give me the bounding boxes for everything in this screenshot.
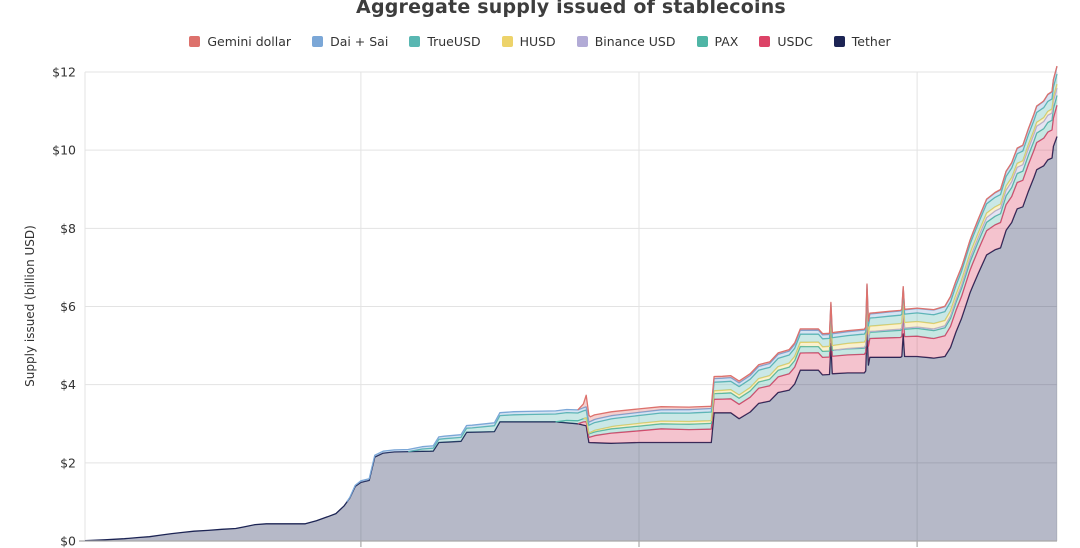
legend-item-dai-sai[interactable]: Dai + Sai: [312, 34, 388, 49]
gemini-dollar-swatch-icon: [189, 36, 201, 47]
area-stack: [84, 65, 1058, 542]
line-binance-usd: [833, 87, 1058, 351]
line-trueusd: [408, 73, 1058, 453]
y-tick-label: $10: [52, 143, 76, 158]
line-usdc: [577, 105, 1058, 439]
legend-label-usdc: USDC: [777, 34, 813, 49]
y-tick-label: $4: [60, 377, 76, 392]
y-tick-label: $0: [60, 534, 76, 548]
legend-item-gemini-dollar[interactable]: Gemini dollar: [189, 34, 291, 49]
pax-swatch-icon: [696, 36, 708, 47]
y-tick-label: $2: [60, 455, 76, 470]
legend-label-pax: PAX: [714, 34, 739, 49]
legend-label-husd: HUSD: [519, 34, 556, 49]
line-gemini-dollar: [577, 65, 1058, 418]
trueusd-swatch-icon: [409, 36, 421, 47]
y-tick-label: $12: [52, 65, 76, 80]
legend-label-dai-sai: Dai + Sai: [330, 34, 389, 49]
legend: Gemini dollar Dai + Sai TrueUSD HUSD Binance…: [0, 34, 1080, 49]
legend-item-pax[interactable]: PAX: [696, 34, 739, 49]
legend-label-tether: Tether: [851, 34, 891, 49]
chart-title: Aggregate supply issued of stablecoins: [356, 0, 786, 18]
husd-swatch-icon: [501, 36, 513, 47]
legend-item-trueusd[interactable]: TrueUSD: [409, 34, 481, 49]
legend-item-usdc[interactable]: USDC: [759, 34, 813, 49]
y-axis-title: Supply issued (billion USD): [23, 225, 37, 387]
line-pax: [555, 95, 1058, 435]
legend-label-binance-usd: Binance USD: [594, 34, 676, 49]
binance-usd-swatch-icon: [576, 36, 588, 47]
tether-swatch-icon: [833, 36, 845, 47]
y-tick-label: $6: [60, 299, 76, 314]
area-tether: [85, 136, 1057, 541]
usdc-swatch-icon: [759, 36, 771, 47]
line-husd: [583, 83, 1058, 434]
legend-item-husd[interactable]: HUSD: [501, 34, 556, 49]
legend-item-binance-usd[interactable]: Binance USD: [576, 34, 676, 49]
axes: $0 $2 $4 $6 $8 $10 $12 Supply issued (billion U…: [23, 65, 1057, 548]
dai-sai-swatch-icon: [312, 36, 324, 47]
legend-label-trueusd: TrueUSD: [427, 34, 481, 49]
legend-item-tether[interactable]: Tether: [833, 34, 891, 49]
legend-label-gemini-dollar: Gemini dollar: [207, 34, 292, 49]
gridlines: [84, 71, 1058, 541]
y-tick-label: $8: [60, 221, 76, 236]
